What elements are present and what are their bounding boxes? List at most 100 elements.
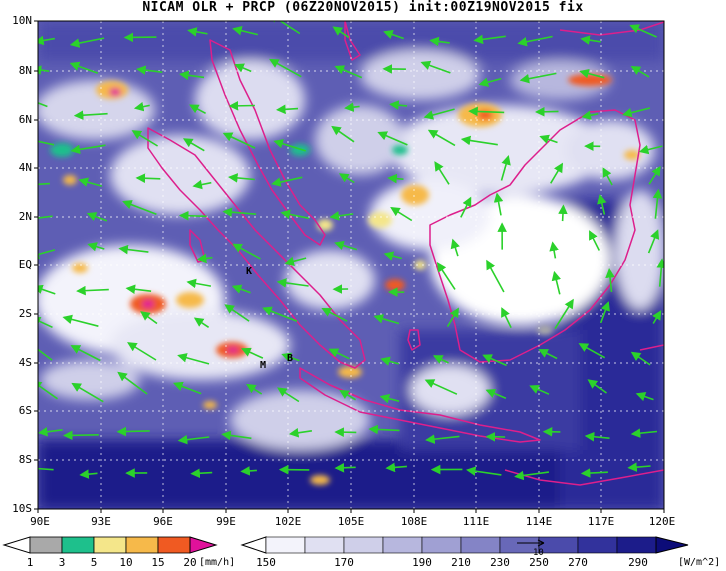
- precipitation-cells: [50, 74, 640, 485]
- lon-tick-label: 114E: [525, 515, 553, 528]
- lon-tick-label: 120E: [648, 515, 676, 528]
- prcp-colorbar-label: 3: [58, 556, 66, 569]
- olr-colorbar-label: 290: [628, 556, 648, 569]
- wind-vector: [599, 301, 610, 324]
- wind-vector: [373, 314, 400, 325]
- wind-vector: [554, 298, 574, 330]
- wind-vector: [86, 212, 108, 222]
- wind-vector: [387, 173, 404, 184]
- olr-colorbar-unit: [W/m^2]: [678, 557, 721, 568]
- wind-vector: [329, 211, 354, 221]
- lon-tick-label: 108E: [400, 515, 428, 528]
- wind-vector: [38, 215, 53, 219]
- olr-colorbar-label: 230: [490, 556, 510, 569]
- wind-vector: [73, 110, 108, 120]
- vector-reference-value: 10: [533, 548, 544, 558]
- wind-vector: [385, 462, 407, 473]
- wind-vector: [193, 317, 210, 328]
- wind-vector: [177, 434, 210, 445]
- lon-tick-label: 93E: [91, 515, 111, 528]
- wind-vector: [38, 65, 50, 75]
- olr-bin: [304, 536, 345, 554]
- wind-vector: [485, 389, 507, 399]
- lat-tick-label: 2N: [18, 210, 32, 223]
- prcp-colorbar-label: 20: [183, 556, 197, 569]
- olr-bin: [421, 536, 462, 554]
- wind-vector: [276, 104, 299, 115]
- wind-vector: [231, 284, 251, 294]
- wind-vector: [627, 462, 651, 472]
- wind-vector: [486, 259, 505, 293]
- lat-tick-label: 8N: [18, 64, 32, 77]
- wind-vector: [69, 37, 105, 48]
- prcp-colorbar-label: 5: [90, 556, 98, 569]
- wind-vector: [390, 206, 413, 222]
- wind-vector: [580, 35, 601, 45]
- prcp-colorbar-unit: [mm/h]: [199, 557, 236, 568]
- olr-bin: [616, 536, 657, 554]
- wind-vector: [338, 173, 355, 184]
- wind-vector: [187, 27, 208, 37]
- wind-vector: [432, 355, 449, 364]
- olr-bin: [265, 536, 306, 554]
- wind-vector: [280, 209, 310, 220]
- wind-vector: [550, 162, 564, 184]
- axis-ticks: [34, 20, 665, 513]
- wind-vector: [630, 428, 658, 438]
- lat-tick-label: 4S: [18, 356, 32, 369]
- figure-title: NICAM OLR + PRCP (06Z20NOV2015) init:00Z…: [142, 0, 584, 15]
- wind-vector: [436, 261, 456, 290]
- lon-tick-label: 102E: [274, 515, 302, 528]
- wind-vector: [379, 393, 400, 404]
- olr-bin: [382, 536, 423, 554]
- wind-vector: [232, 243, 261, 260]
- wind-vector: [578, 343, 606, 359]
- wind-vector: [127, 342, 157, 361]
- wind-vector: [519, 72, 557, 84]
- prcp-colorbar-label: 10: [119, 556, 133, 569]
- wind-vector: [478, 77, 502, 87]
- wind-vector: [580, 468, 608, 478]
- wind-vector: [179, 70, 205, 81]
- prcp-bin: [125, 536, 159, 554]
- wind-vector: [383, 251, 403, 261]
- wind-vector: [271, 176, 303, 187]
- wind-vector: [273, 139, 306, 152]
- wind-vector: [429, 36, 450, 47]
- wind-vector: [597, 194, 607, 215]
- wind-vector: [38, 35, 55, 46]
- wind-vector: [630, 351, 651, 366]
- wind-vector: [389, 100, 408, 110]
- wind-vector: [284, 256, 307, 266]
- prcp-bin: [61, 536, 95, 554]
- wind-vector: [482, 354, 507, 367]
- wind-vector: [268, 58, 302, 78]
- wind-vector: [62, 314, 99, 327]
- wind-vector: [78, 177, 103, 187]
- wind-vector: [87, 242, 105, 252]
- wind-vector: [131, 130, 159, 147]
- wind-vector: [186, 278, 212, 289]
- wind-vector: [339, 389, 357, 401]
- wind-vector: [224, 304, 250, 322]
- wind-vector: [648, 165, 661, 185]
- wind-vector: [647, 229, 660, 254]
- wind-vector: [178, 210, 207, 221]
- lat-tick-label: 10S: [12, 502, 32, 515]
- wind-vector: [332, 26, 350, 39]
- wind-vector: [241, 347, 264, 359]
- lat-tick-label: 10N: [12, 14, 32, 27]
- olr-colorbar: [240, 536, 689, 554]
- wind-vector: [446, 307, 459, 328]
- grid-lines: [38, 21, 664, 509]
- wind-vector: [427, 129, 456, 147]
- olr-bin: [538, 536, 579, 554]
- wind-vector: [549, 241, 559, 259]
- wind-vector: [70, 144, 106, 155]
- wind-vector: [584, 431, 610, 442]
- lat-tick-label: 2S: [18, 307, 32, 320]
- wind-vector: [135, 173, 161, 184]
- wind-vector: [140, 311, 158, 325]
- wind-vector: [277, 387, 300, 403]
- wind-vector: [535, 106, 559, 117]
